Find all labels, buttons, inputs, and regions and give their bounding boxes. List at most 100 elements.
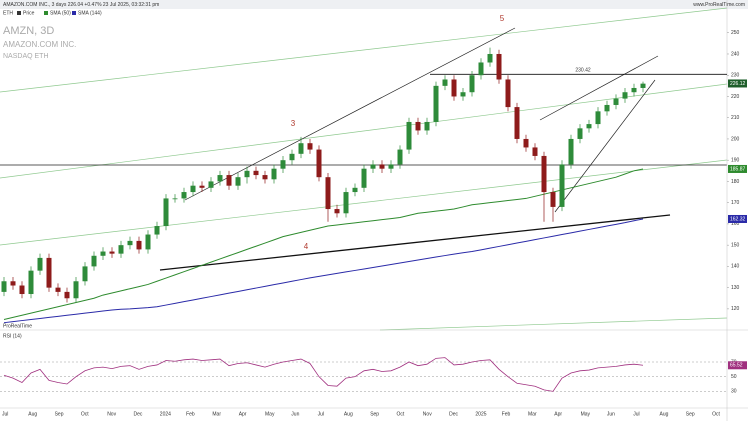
channel-line bbox=[0, 159, 728, 246]
rsi-last-box bbox=[728, 361, 747, 370]
support-line bbox=[159, 214, 671, 271]
session: ETH bbox=[3, 10, 13, 16]
candle-body bbox=[586, 124, 592, 129]
x-tick-label: Feb bbox=[186, 411, 195, 417]
legend-swatch bbox=[72, 11, 76, 15]
x-tick-label: Aug bbox=[660, 411, 669, 417]
candle-body bbox=[487, 53, 493, 63]
candle-body bbox=[73, 281, 79, 299]
candle-body bbox=[604, 104, 610, 112]
moving-average bbox=[3, 218, 644, 324]
watermark-symbol: AMZN, 3D bbox=[3, 25, 54, 37]
rsi-last-value: 65.52 bbox=[730, 363, 743, 369]
candle-body bbox=[325, 177, 331, 210]
x-tick-label: Aug bbox=[344, 411, 353, 417]
x-tick-label: May bbox=[265, 411, 275, 417]
x-tick-label: Jun bbox=[607, 411, 615, 417]
x-tick-label: Mar bbox=[212, 411, 221, 417]
candle-body bbox=[1, 281, 7, 292]
trendlines bbox=[0, 7, 728, 331]
candle-body bbox=[469, 75, 475, 93]
candle-body bbox=[244, 170, 250, 178]
candle-body bbox=[451, 79, 457, 97]
candle-body bbox=[262, 175, 268, 180]
legend-price: Price bbox=[23, 10, 35, 16]
candle-body bbox=[631, 87, 637, 93]
candle-body bbox=[370, 164, 376, 169]
candle-body bbox=[55, 287, 61, 292]
candle-body bbox=[226, 175, 232, 186]
x-tick-label: Jul bbox=[633, 411, 639, 417]
candle-body bbox=[433, 85, 439, 122]
x-tick-label: Nov bbox=[107, 411, 116, 417]
candle-body bbox=[613, 98, 619, 105]
brand: ProRealTime bbox=[3, 323, 32, 329]
wave-label: 5 bbox=[500, 14, 505, 23]
legend-swatch bbox=[17, 11, 21, 15]
candle-body bbox=[622, 92, 628, 99]
candle-body bbox=[217, 175, 223, 182]
y-tick-label: 250 bbox=[731, 30, 740, 36]
candle-body bbox=[136, 240, 142, 250]
candle-body bbox=[10, 281, 16, 286]
candle-body bbox=[64, 291, 70, 299]
legend-label: SMA (50) bbox=[50, 10, 71, 16]
candle-body bbox=[550, 192, 556, 207]
wave-label: 4 bbox=[304, 242, 309, 251]
legend-swatch bbox=[44, 11, 48, 15]
candle-body bbox=[334, 209, 340, 214]
candle-body bbox=[145, 234, 151, 250]
x-tick-label: Nov bbox=[423, 411, 432, 417]
x-tick-label: Mar bbox=[528, 411, 537, 417]
y-tick-label: 230 bbox=[731, 73, 740, 79]
rsi-label: RSI (14) bbox=[3, 333, 22, 339]
rsi-tick-label: 50 bbox=[731, 374, 737, 380]
last-price-box bbox=[728, 79, 747, 88]
moving-average bbox=[3, 168, 644, 320]
candle-body bbox=[154, 226, 160, 235]
x-tick-label: Jul bbox=[2, 411, 8, 417]
x-tick-label: Oct bbox=[397, 411, 405, 417]
x-tick-label: Apr bbox=[239, 411, 247, 417]
y-tick-label: 120 bbox=[731, 306, 740, 312]
candle-body bbox=[46, 257, 52, 288]
candle-body bbox=[91, 255, 97, 267]
x-tick-label: Aug bbox=[28, 411, 37, 417]
candle-body bbox=[289, 153, 295, 161]
candle-body bbox=[253, 170, 259, 176]
candle-body bbox=[523, 138, 529, 148]
wedge-line bbox=[554, 79, 656, 213]
x-tick-label: Oct bbox=[712, 411, 720, 417]
x-tick-label: Sep bbox=[55, 411, 64, 417]
x-tick-label: Apr bbox=[554, 411, 562, 417]
last-value-box bbox=[728, 164, 747, 173]
candle-body bbox=[271, 168, 277, 180]
candle-body bbox=[208, 181, 214, 188]
x-tick-label: Dec bbox=[134, 411, 143, 417]
header-bar bbox=[0, 0, 748, 9]
x-tick-label: Feb bbox=[502, 411, 511, 417]
rsi-line bbox=[3, 357, 644, 392]
x-tick-label: 2025 bbox=[475, 411, 486, 417]
y-tick-label: 200 bbox=[731, 136, 740, 142]
candle-body bbox=[163, 198, 169, 227]
candle-body bbox=[199, 185, 205, 188]
x-tick-label: Sep bbox=[686, 411, 695, 417]
last-value: 162.32 bbox=[730, 216, 746, 222]
last-value-box bbox=[728, 214, 747, 223]
candle-body bbox=[100, 251, 106, 256]
candle-body bbox=[37, 257, 43, 271]
candle-body bbox=[496, 53, 502, 80]
source: www.ProRealTime.com bbox=[693, 2, 745, 8]
x-tick-label: Sep bbox=[370, 411, 379, 417]
candle-body bbox=[514, 107, 520, 139]
candle-body bbox=[190, 185, 196, 193]
y-tick-label: 170 bbox=[731, 200, 740, 206]
candle-body bbox=[235, 177, 241, 186]
last-price: 226.12 bbox=[730, 81, 746, 87]
candle-body bbox=[127, 240, 133, 246]
y-tick-label: 150 bbox=[731, 242, 740, 248]
y-tick-label: 220 bbox=[731, 94, 740, 100]
y-tick-label: 180 bbox=[731, 179, 740, 185]
